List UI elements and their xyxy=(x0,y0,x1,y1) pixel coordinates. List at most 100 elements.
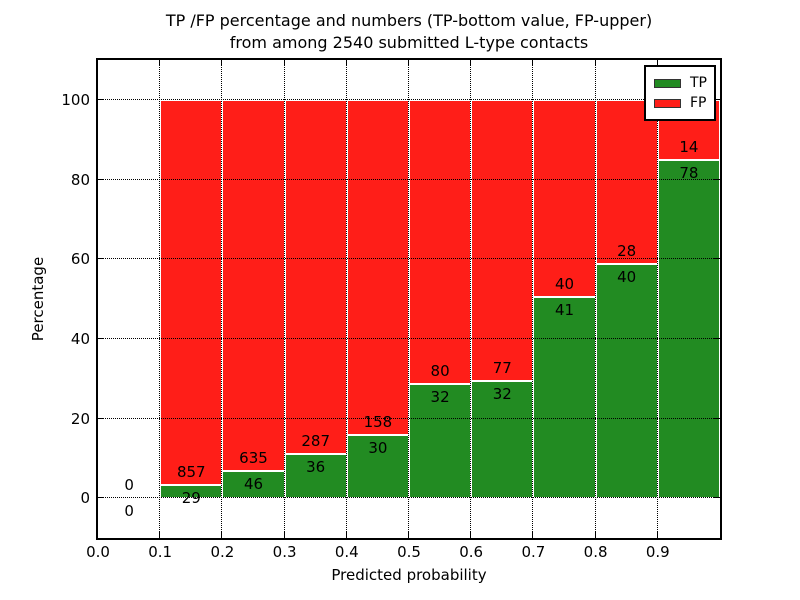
x-tick-label: 0.4 xyxy=(334,543,359,561)
x-tick-mark-top xyxy=(532,60,534,66)
x-gridline xyxy=(408,60,409,538)
x-tick-mark xyxy=(594,532,596,538)
bar-label-tp: 46 xyxy=(243,475,264,494)
bar-label-fp: 0 xyxy=(124,476,134,495)
y-tick-mark xyxy=(98,417,104,419)
legend-swatch-tp xyxy=(654,78,681,88)
y-gridline xyxy=(98,178,720,180)
bar-label-fp: 40 xyxy=(554,274,575,293)
bar-fp xyxy=(160,99,223,486)
y-gridline xyxy=(98,337,720,339)
y-tick-mark xyxy=(98,337,104,339)
x-gridline xyxy=(656,60,658,538)
y-axis-label: Percentage xyxy=(29,256,47,342)
bar-label-fp: 158 xyxy=(363,412,393,431)
x-tick-mark xyxy=(283,532,285,538)
bar-label-fp: 77 xyxy=(492,359,512,378)
bar-label-tp: 0 xyxy=(124,502,134,521)
bar-label-tp: 41 xyxy=(554,300,575,319)
y-tick-mark xyxy=(98,178,104,180)
bar-label-tp: 36 xyxy=(306,457,326,476)
bar-label-tp: 30 xyxy=(368,438,388,457)
x-tick-label: 0.5 xyxy=(397,543,421,561)
bar-tp xyxy=(222,471,285,499)
bar-label-tp: 32 xyxy=(492,385,512,404)
y-tick-mark-right xyxy=(714,258,720,260)
x-gridline xyxy=(594,60,596,538)
x-gridline xyxy=(470,60,472,538)
y-tick-label: 100 xyxy=(61,90,90,109)
bar-tp xyxy=(595,263,658,499)
x-tick-label: 0.7 xyxy=(521,543,546,561)
x-tick-label: 0.0 xyxy=(86,543,110,561)
y-gridline xyxy=(98,497,720,499)
bar-fp xyxy=(222,99,285,472)
x-axis-label: Predicted probability xyxy=(331,566,487,584)
bar-label-fp: 28 xyxy=(617,241,637,260)
y-tick-mark-right xyxy=(714,337,720,339)
x-tick-mark xyxy=(470,532,472,538)
bar-tp xyxy=(346,434,409,499)
legend-row-fp: FP xyxy=(654,93,707,113)
y-tick-mark xyxy=(98,258,104,260)
y-tick-mark xyxy=(98,98,104,100)
x-tick-label: 0.8 xyxy=(583,543,608,561)
bar-label-tp: 29 xyxy=(181,489,201,508)
x-gridline xyxy=(532,60,534,538)
x-tick-label: 0.9 xyxy=(645,543,670,561)
x-tick-mark xyxy=(159,532,161,538)
legend-swatch-fp xyxy=(654,98,681,108)
x-gridline xyxy=(283,60,285,538)
y-tick-mark-right xyxy=(714,98,720,100)
x-tick-mark-top xyxy=(283,60,285,66)
y-gridline xyxy=(98,417,720,419)
y-tick-mark-right xyxy=(714,497,720,499)
x-tick-mark-top xyxy=(656,60,658,66)
x-tick-mark-top xyxy=(594,60,596,66)
x-tick-mark xyxy=(221,532,223,538)
bar-label-fp: 287 xyxy=(301,431,330,450)
bar-fp xyxy=(346,99,409,435)
bar-label-tp: 32 xyxy=(430,388,450,407)
legend-label-tp: TP xyxy=(690,75,707,91)
x-tick-mark-top xyxy=(97,60,98,66)
bar-tp xyxy=(471,381,534,499)
y-tick-label: 20 xyxy=(70,409,90,428)
x-tick-mark-top xyxy=(470,60,472,66)
y-tick-mark-right xyxy=(714,417,720,419)
x-tick-mark-top xyxy=(345,60,347,66)
y-tick-mark xyxy=(98,497,104,499)
x-tick-mark-top xyxy=(408,60,409,66)
x-tick-label: 0.6 xyxy=(459,543,484,561)
x-tick-mark-top xyxy=(221,60,223,66)
y-tick-label: 40 xyxy=(70,329,90,348)
x-tick-label: 0.2 xyxy=(210,543,235,561)
chart-title-line-1: TP /FP percentage and numbers (TP-bottom… xyxy=(165,11,653,30)
legend-row-tp: TP xyxy=(654,73,707,93)
bar-label-tp: 78 xyxy=(679,164,699,183)
x-tick-mark-top xyxy=(159,60,161,66)
bar-fp xyxy=(471,99,534,382)
bar-fp xyxy=(533,99,596,297)
x-tick-label: 0.3 xyxy=(272,543,297,561)
bar-fp xyxy=(595,99,658,264)
bar-tp xyxy=(657,160,720,499)
x-tick-mark xyxy=(408,532,409,538)
legend: TP FP xyxy=(644,65,716,121)
bar-tp xyxy=(533,296,596,499)
bar-label-fp: 14 xyxy=(679,138,699,157)
y-tick-label: 60 xyxy=(70,250,90,269)
bar-tp xyxy=(409,384,472,499)
bar-fp xyxy=(409,99,472,385)
y-gridline xyxy=(98,258,720,260)
y-tick-label: 80 xyxy=(70,170,90,189)
chart-title-line-2: from among 2540 submitted L-type contact… xyxy=(229,33,589,52)
x-tick-mark xyxy=(656,532,658,538)
x-gridline xyxy=(345,60,347,538)
bar-label-fp: 635 xyxy=(239,449,268,468)
x-tick-label: 0.1 xyxy=(148,543,173,561)
bar-label-fp: 80 xyxy=(430,362,450,381)
bar-fp xyxy=(284,99,347,454)
y-tick-label: 0 xyxy=(80,489,90,508)
